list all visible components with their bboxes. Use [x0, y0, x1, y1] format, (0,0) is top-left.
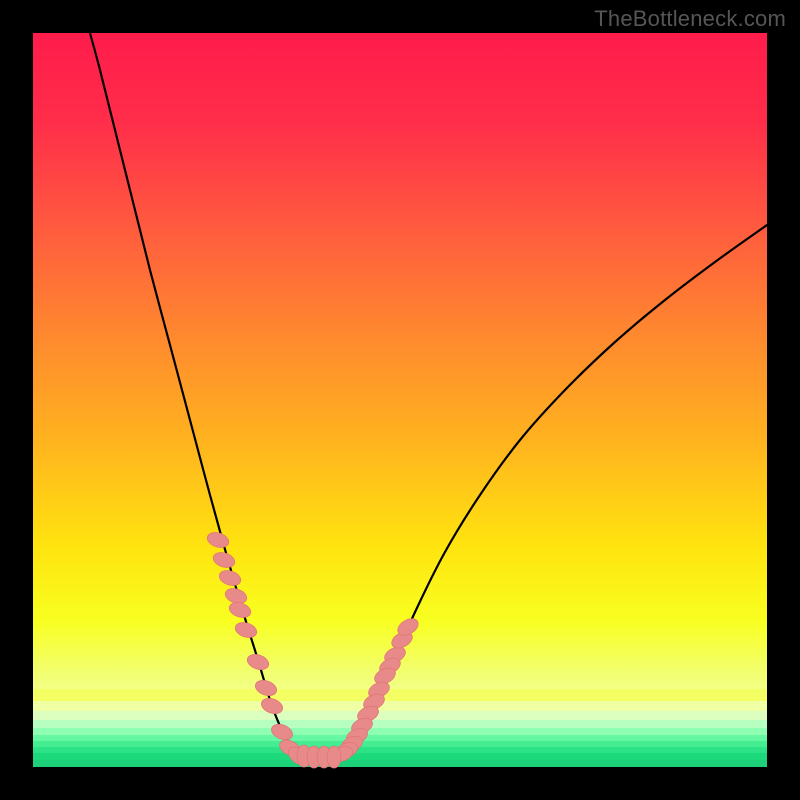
bottom-band [33, 701, 767, 711]
bottom-band [33, 753, 767, 760]
bottom-band [33, 728, 767, 735]
chart-frame: TheBottleneck.com [0, 0, 800, 800]
bottom-band [33, 711, 767, 720]
bottom-band [33, 747, 767, 753]
bottom-band [33, 760, 767, 767]
watermark-text: TheBottleneck.com [594, 6, 786, 32]
bottom-band [33, 689, 767, 701]
bottom-band [33, 741, 767, 747]
chart-svg [0, 0, 800, 800]
lozenge-marker [327, 746, 341, 768]
bottom-band [33, 720, 767, 728]
bottom-band [33, 735, 767, 741]
